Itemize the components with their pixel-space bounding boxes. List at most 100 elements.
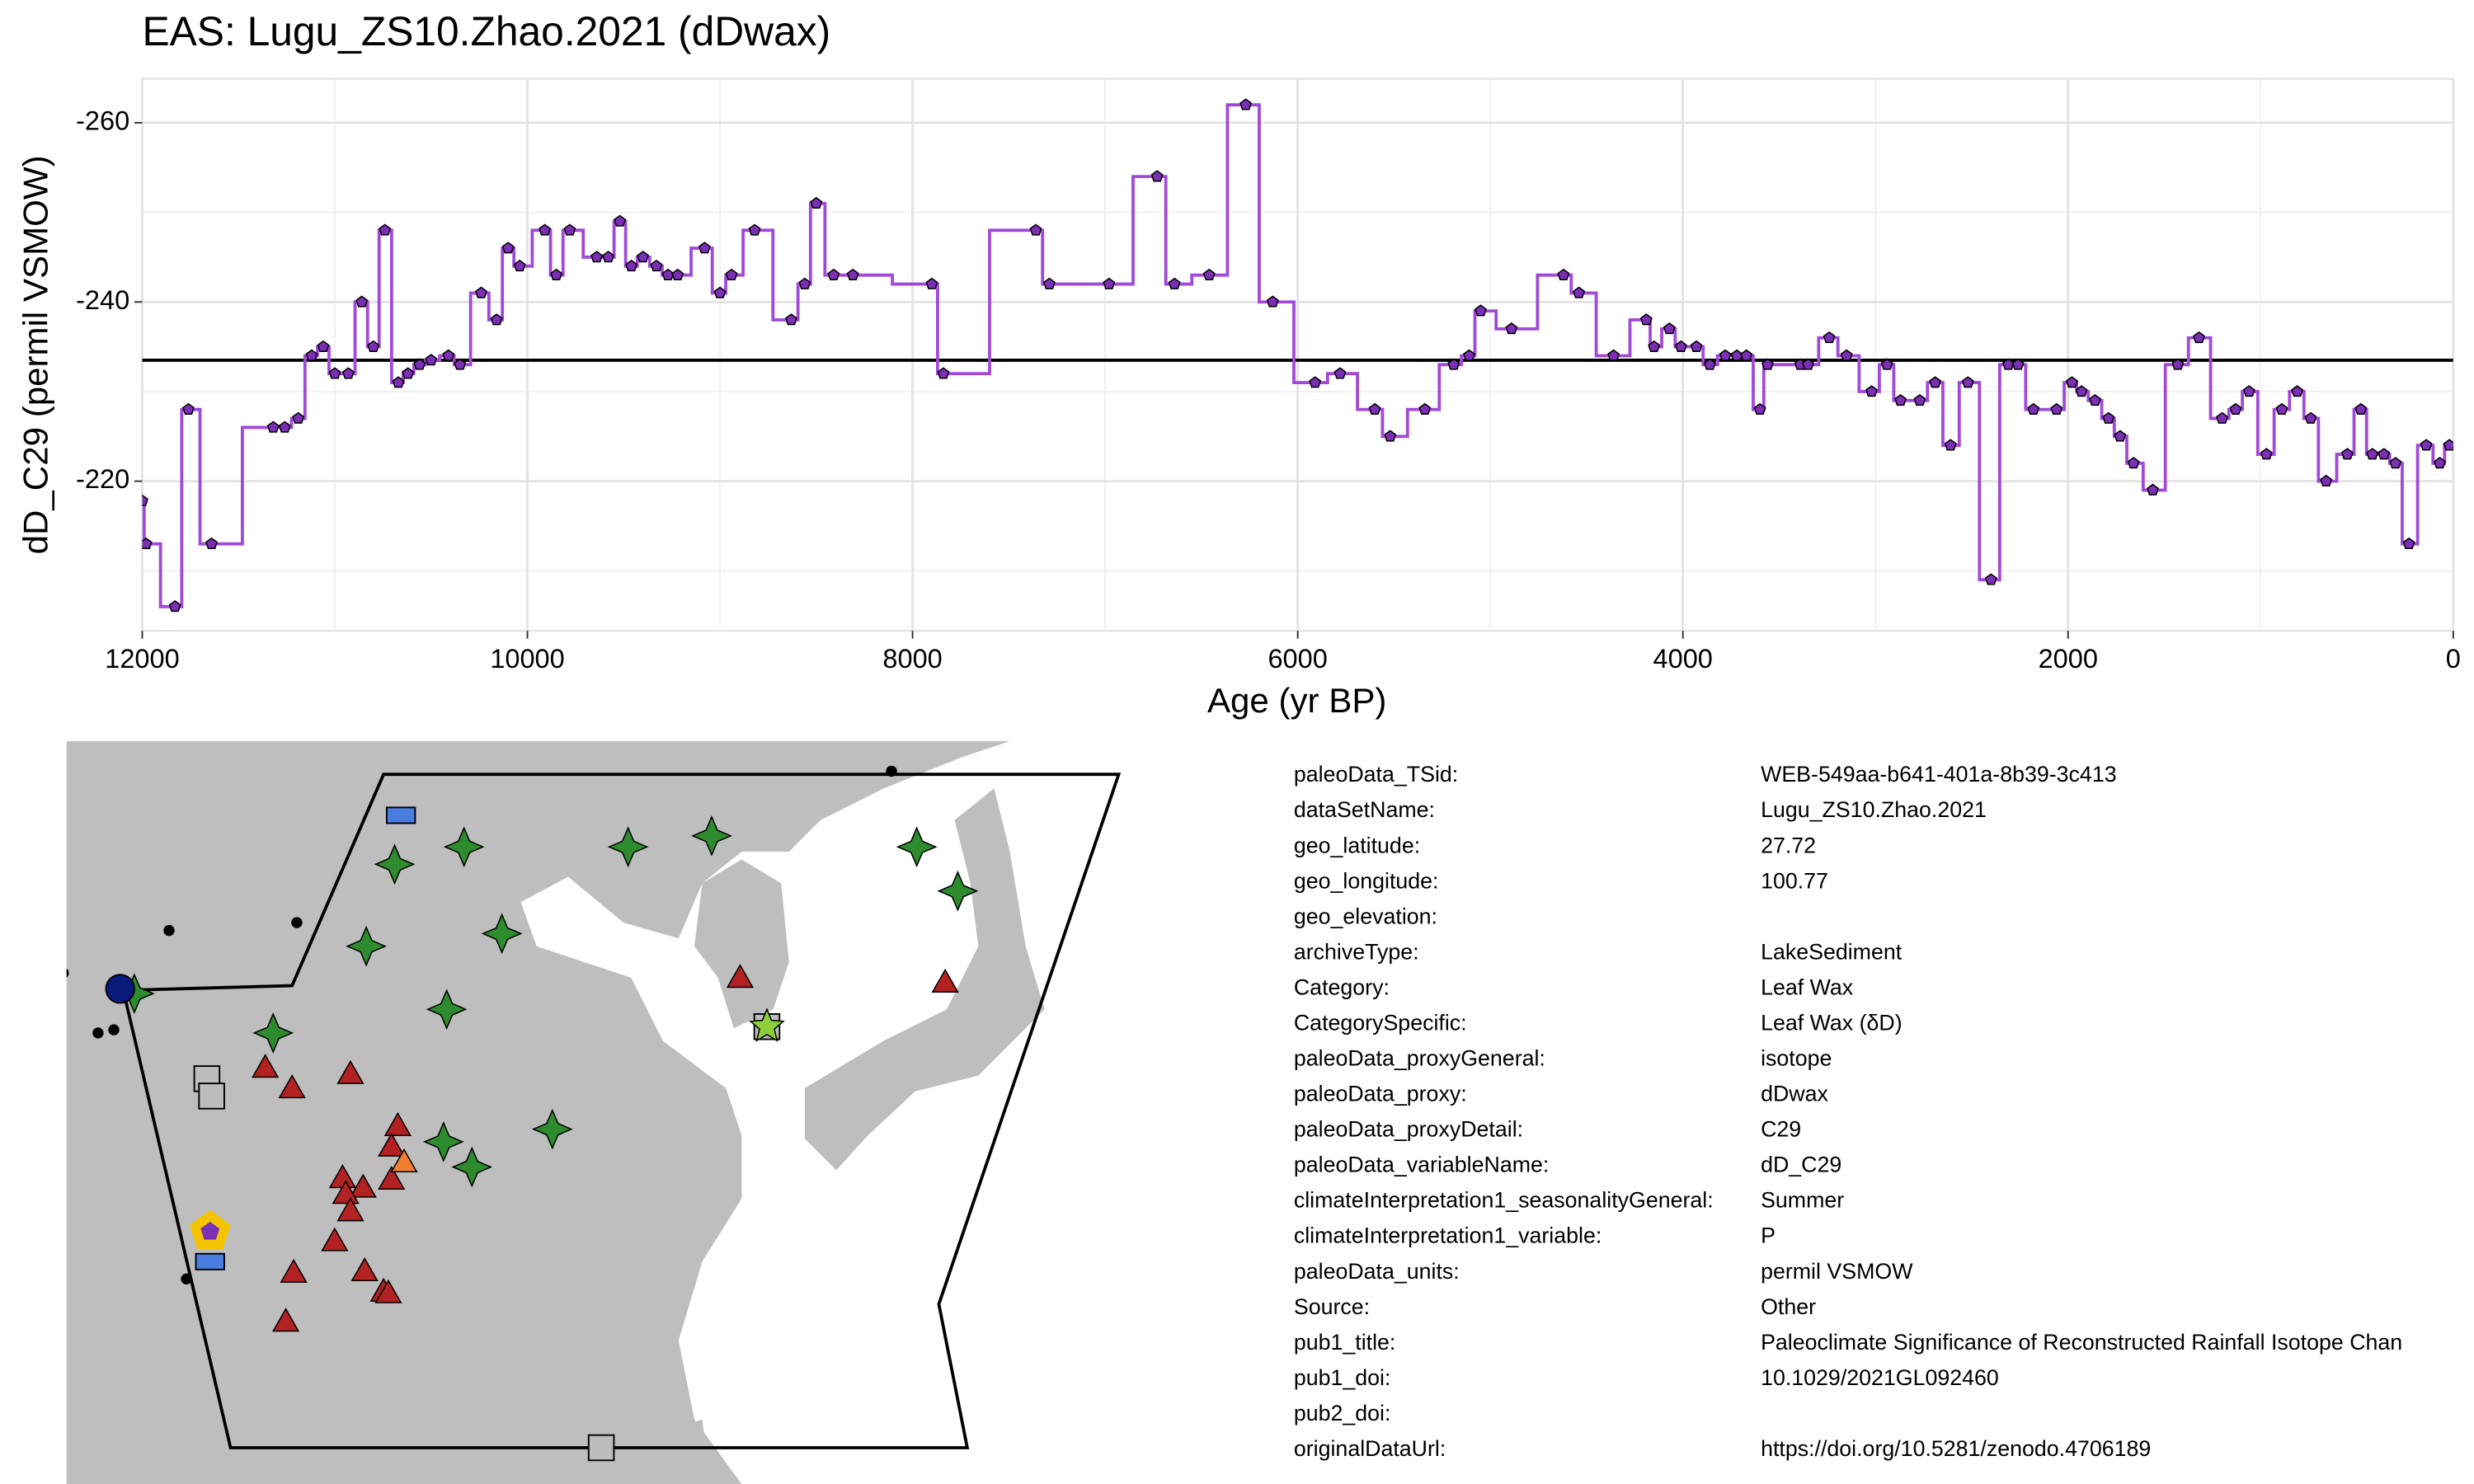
data-point xyxy=(1823,331,1836,344)
data-point xyxy=(1557,268,1570,280)
data-point xyxy=(2320,474,2333,486)
metadata-key: geo_longitude: xyxy=(1294,868,1439,893)
site-dot xyxy=(886,765,897,777)
site-marker xyxy=(607,826,649,868)
data-point xyxy=(2065,376,2078,388)
site-marker xyxy=(531,1108,573,1150)
data-point xyxy=(1418,402,1432,416)
data-point xyxy=(292,411,305,424)
site-dot xyxy=(291,917,303,928)
y-tick-label: -240 xyxy=(76,285,129,315)
data-point xyxy=(2402,537,2415,550)
data-point xyxy=(355,295,369,308)
metadata-key: climateInterpretation1_seasonalityGenera… xyxy=(1294,1188,1714,1213)
data-point xyxy=(266,420,280,433)
data-point xyxy=(2114,430,2127,442)
data-point xyxy=(168,599,181,613)
this-site-marker xyxy=(189,1209,231,1250)
data-point xyxy=(827,268,840,280)
data-point xyxy=(1447,358,1460,370)
metadata-value: LakeSediment xyxy=(1761,939,1903,964)
data-point xyxy=(1505,322,1518,335)
data-point xyxy=(1202,268,1216,280)
data-point xyxy=(513,259,526,272)
metadata-value: P xyxy=(1761,1223,1776,1248)
data-point xyxy=(1761,358,1774,370)
data-point xyxy=(2147,483,2159,495)
data-point xyxy=(379,223,392,236)
data-point xyxy=(1913,393,1926,406)
site-marker xyxy=(726,964,755,989)
data-point xyxy=(2193,331,2206,344)
data-point xyxy=(798,277,811,289)
data-point xyxy=(1239,98,1253,110)
data-point xyxy=(305,349,318,361)
metadata-value: isotope xyxy=(1761,1046,1832,1071)
site-marker xyxy=(349,1173,377,1198)
data-point xyxy=(650,259,663,272)
site-marker xyxy=(378,1165,406,1190)
data-point xyxy=(2229,402,2242,416)
x-tick-label: 8000 xyxy=(882,644,942,674)
data-point xyxy=(2378,448,2391,460)
chart-title: EAS: Lugu_ZS10.Zhao.2021 (dDwax) xyxy=(142,8,830,54)
site-marker xyxy=(195,1252,225,1270)
metadata-key: climateInterpretation1_variable: xyxy=(1294,1223,1602,1248)
metadata-key: pub2_doi: xyxy=(1294,1401,1391,1425)
data-point xyxy=(2216,411,2229,424)
data-point xyxy=(1648,340,1661,352)
x-tick-label: 2000 xyxy=(2039,644,2098,674)
data-point xyxy=(2027,402,2040,416)
data-point xyxy=(810,196,823,209)
data-point xyxy=(1674,340,1687,352)
metadata-key: geo_latitude: xyxy=(1294,833,1420,857)
data-point xyxy=(142,537,153,550)
data-point xyxy=(425,354,438,366)
data-point xyxy=(748,223,761,236)
data-point xyxy=(1103,277,1116,289)
data-point xyxy=(2050,402,2063,416)
metadata-key: archiveType: xyxy=(1294,939,1419,964)
data-point xyxy=(563,223,576,236)
data-point xyxy=(1802,358,1814,370)
data-point xyxy=(2434,457,2446,469)
metadata-value: dDwax xyxy=(1761,1082,1828,1106)
metadata-key: pub1_doi: xyxy=(1294,1365,1391,1390)
metadata-value: Other xyxy=(1761,1294,1816,1319)
data-point xyxy=(1607,349,1620,361)
metadata-key: paleoData_proxyGeneral: xyxy=(1294,1046,1545,1071)
metadata-key: paleoData_units: xyxy=(1294,1259,1460,1284)
metadata-value: Leaf Wax xyxy=(1761,974,1854,999)
data-point xyxy=(2304,411,2317,424)
data-point xyxy=(637,251,650,263)
data-point xyxy=(2260,448,2273,460)
metadata-key: geo_elevation: xyxy=(1294,904,1437,928)
taiwan xyxy=(681,1419,711,1484)
data-point xyxy=(937,367,950,379)
data-point xyxy=(475,286,487,298)
site-marker xyxy=(280,1258,308,1283)
site-dot xyxy=(181,1273,192,1285)
data-point xyxy=(2291,385,2304,397)
site-marker xyxy=(252,1054,280,1078)
metadata-value: https://doi.org/10.5281/zenodo.4706189 xyxy=(1761,1436,2151,1461)
site-marker xyxy=(278,1074,306,1099)
site-marker xyxy=(198,1082,225,1110)
site-dot xyxy=(92,1027,104,1039)
data-point xyxy=(2171,358,2185,370)
data-point xyxy=(1719,349,1732,361)
data-point xyxy=(367,340,380,352)
data-point xyxy=(1266,295,1279,308)
data-point xyxy=(392,376,405,388)
site-marker xyxy=(336,1197,365,1222)
data-point xyxy=(1475,304,1487,317)
site-marker xyxy=(350,1256,379,1282)
data-point xyxy=(1168,277,1181,289)
site-marker xyxy=(443,826,485,868)
metadata-key: dataSetName: xyxy=(1294,797,1435,822)
data-point xyxy=(2242,385,2255,397)
metadata-value: Lugu_ZS10.Zhao.2021 xyxy=(1761,797,1987,822)
metadata-value: 27.72 xyxy=(1761,833,1816,857)
data-point xyxy=(2275,402,2288,416)
data-point xyxy=(1384,430,1397,442)
